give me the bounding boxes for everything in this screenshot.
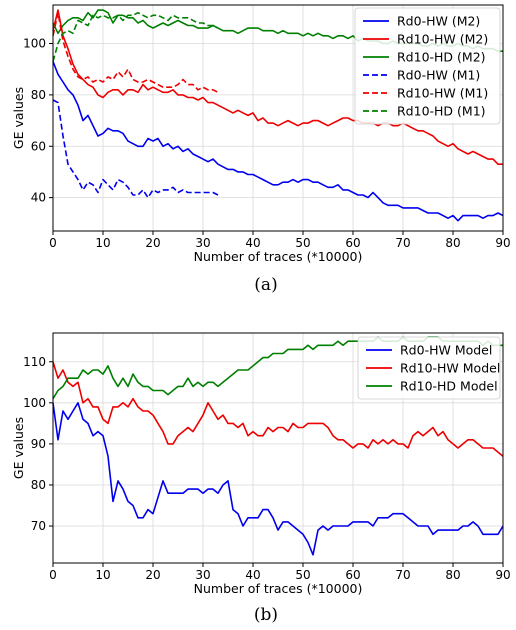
y-tick-label: 110 (23, 355, 46, 369)
x-tick-label: 50 (295, 568, 310, 582)
legend-label: Rd10-HD (M1) (397, 104, 486, 119)
x-tick-label: 10 (95, 568, 110, 582)
x-tick-label: 60 (345, 568, 360, 582)
x-tick-label: 90 (495, 236, 510, 250)
y-tick-label: 100 (23, 396, 46, 410)
legend-label: Rd10-HW Model (400, 361, 500, 376)
x-tick-label: 80 (445, 236, 460, 250)
plot-frame (52, 332, 504, 564)
legend-label: Rd10-HD Model (400, 379, 498, 394)
series-line-rd10-hd-m1 (52, 11, 219, 62)
legend-box (357, 336, 501, 400)
y-tick-label: 80 (31, 478, 46, 492)
legend: Rd0-HW Model Rd10-HW Model Rd10-HD Model (357, 336, 501, 400)
panel-caption: (a) (254, 275, 277, 295)
x-tick-label: 80 (445, 568, 460, 582)
x-axis-label: Number of traces (*10000) (194, 249, 363, 264)
y-axis-label: GE values (11, 87, 26, 149)
y-tick-label: 40 (31, 191, 46, 205)
legend-label: Rd10-HW (M1) (397, 86, 488, 101)
legend-label: Rd10-HD (M2) (397, 50, 486, 65)
legend-label: Rd0-HW Model (400, 343, 492, 358)
y-tick-label: 90 (31, 437, 46, 451)
x-tick-label: 70 (395, 236, 410, 250)
x-tick-label: 0 (49, 236, 57, 250)
chart-panel-a: 0 10 20 30 40 50 60 70 80 90 40 60 80 100 Number of tr… (11, 4, 511, 295)
x-tick-label: 20 (145, 568, 160, 582)
series-line-rd0-hw-model (52, 401, 504, 556)
y-tick-label: 60 (31, 139, 46, 153)
x-tick-label: 90 (495, 568, 510, 582)
legend-label: Rd0-HW (M1) (397, 68, 480, 83)
x-tick-label: 70 (395, 568, 410, 582)
legend: Rd0-HW (M2) Rd10-HW (M2) Rd10-HD (M2) Rd0-H… (354, 7, 501, 125)
x-tick-label: 60 (345, 236, 360, 250)
x-tick-label: 50 (295, 236, 310, 250)
series-line-rd10-hw-m2 (52, 9, 503, 165)
legend-label: Rd10-HW (M2) (397, 32, 488, 47)
x-tick-label: 20 (145, 236, 160, 250)
gridlines (52, 333, 504, 563)
x-axis-label: Number of traces (*10000) (194, 581, 363, 596)
x-tick-label: 30 (195, 568, 210, 582)
y-tick-label: 70 (31, 519, 46, 533)
legend-label: Rd0-HW (M2) (397, 14, 480, 29)
x-tick-label: 40 (245, 568, 260, 582)
plot-frame (52, 4, 504, 232)
series-line-rd0-hw-m1 (52, 99, 219, 199)
panel-caption: (b) (254, 605, 278, 625)
x-tick-label: 10 (95, 236, 110, 250)
series-line-rd10-hw-m1 (52, 11, 219, 94)
series-line-rd10-hw-model (52, 361, 504, 457)
legend-box (354, 7, 501, 125)
x-tick-label: 30 (195, 236, 210, 250)
chart-panel-b: 0 10 20 30 40 50 60 70 80 90 70 80 90 100 110 Number of… (11, 332, 511, 625)
y-tick-label: 100 (23, 37, 46, 51)
series-line-rd0-hw-m2 (52, 61, 504, 222)
x-tick-label: 40 (245, 236, 260, 250)
y-axis-label: GE values (11, 417, 26, 479)
y-tick-label: 80 (31, 88, 46, 102)
x-tick-label: 0 (49, 568, 57, 582)
